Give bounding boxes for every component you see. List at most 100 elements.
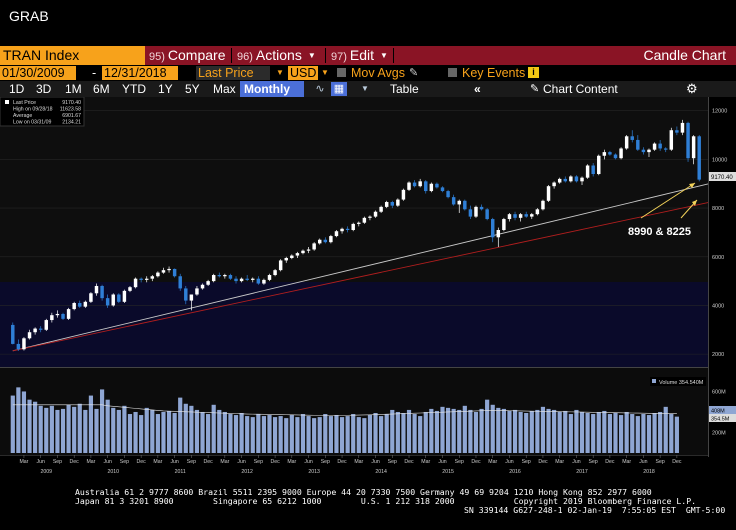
volume-bar [66,404,71,453]
volume-bar [663,406,668,453]
info-icon[interactable]: i [528,67,539,78]
volume-bar [574,409,579,453]
volume-bar [607,414,613,453]
volume-bar [412,414,417,453]
volume-bar [591,414,596,453]
x-month-label: Dec [337,459,347,465]
price-chart[interactable]: 20004000600080001000012000200M400M600M M… [0,97,736,486]
key-events-label[interactable]: Key Events [462,66,526,80]
x-month-label: Jun [103,459,111,465]
volume-legend-box [650,377,706,386]
double-chevron-left-icon[interactable]: « [474,82,481,96]
gear-icon[interactable]: ⚙ [686,81,698,96]
key-events-checkbox[interactable] [448,68,457,77]
x-month-label: Mar [220,459,229,465]
x-month-label: Jun [304,459,312,465]
candle-chart-icon[interactable]: ▦ [331,82,347,96]
volume-bar [429,408,434,453]
candle-body [38,328,43,330]
y-tick-label: 12000 [712,109,727,115]
period-1d[interactable]: 1D [9,82,25,96]
footer-line-1: Australia 61 2 9777 8600 Brazil 5511 239… [75,487,652,497]
candle-body [150,276,155,279]
arrowhead-icon [689,183,695,188]
candle-body [624,136,629,149]
volume-bar [339,417,345,453]
candle-body [122,290,127,302]
currency-select[interactable]: USD [288,66,318,80]
period-1m[interactable]: 1M [65,82,82,96]
line-chart-icon[interactable]: ∿ [315,83,325,95]
candle-body [251,278,255,280]
mov-avgs-checkbox[interactable] [337,68,346,77]
compare-button[interactable]: 95) Compare [149,46,226,65]
volume-bar [423,411,428,453]
chevron-down-icon[interactable]: ▼ [276,68,284,77]
start-date-field[interactable]: 01/30/2009 [0,66,76,80]
table-button[interactable]: Table [390,82,419,96]
volume-bar [200,411,205,453]
end-date-field[interactable]: 12/31/2018 [102,66,178,80]
volume-tag-box-2 [709,414,736,422]
command-bar: TRAN Index 95) Compare 96) Actions ▼ 97) Edi… [0,46,736,65]
volume-bar [206,414,211,453]
mov-avgs-label[interactable]: Mov Avgs [351,66,405,80]
candle-body [83,301,88,307]
period-3d[interactable]: 3D [36,82,52,96]
candle-body [530,214,534,217]
x-month-label: Dec [538,459,548,465]
period-max[interactable]: Max [213,82,236,96]
volume-bar [72,406,77,453]
volume-bar [261,416,267,453]
chevron-down-icon[interactable]: ▼ [321,68,329,77]
candle-body [290,255,294,258]
actions-button[interactable]: 96) Actions ▼ [237,46,316,65]
candle-body [345,228,350,230]
volume-bar [306,416,311,453]
candle-body [474,206,478,217]
volume-bar [172,413,177,453]
volume-bar [94,408,99,453]
candle-body [61,313,65,319]
grid [0,110,708,355]
candle-body [211,275,216,282]
candle-body [451,197,456,205]
volume-bar [462,405,467,453]
period-1y[interactable]: 1Y [158,82,173,96]
volume-bar [395,411,400,453]
chart-content-button[interactable]: Chart Content [543,82,618,96]
volume-bar [295,417,300,453]
volume-bar [166,410,172,453]
candle-body [407,182,411,190]
volume-bar [379,416,384,453]
candle-body [128,287,132,291]
compare-label: Compare [167,47,226,63]
edit-button[interactable]: 97) Edit ▼ [331,46,388,65]
x-month-label: Mar [622,459,631,465]
security-input[interactable]: TRAN Index [0,46,145,65]
chart-content-icon[interactable]: ✎ [530,83,540,95]
volume-bar [256,414,261,453]
volume-bar [239,413,244,453]
candle-body [384,202,389,207]
period-ytd[interactable]: YTD [122,82,146,96]
volume-bar [317,417,322,453]
legend-box: Last Price 9170.40 High on 09/28/18 1162… [0,97,85,127]
pencil-icon[interactable]: ✎ [409,67,419,79]
candle-body [323,239,328,243]
volume-bar [133,411,138,453]
volume-bar [596,411,601,453]
volume-bar [568,414,573,453]
candle-body [284,257,288,261]
volume-bar [507,410,512,453]
period-5y[interactable]: 5Y [185,82,200,96]
frequency-select[interactable]: Monthly ▼ [240,81,304,111]
period-6m[interactable]: 6M [93,82,110,96]
chevron-down-icon[interactable]: ▼ [361,84,369,93]
candle-body [686,122,690,159]
volume-bar [222,411,227,453]
candle-body [675,130,679,133]
volume-legend: Volume 354.540M [650,377,706,386]
candle-body [245,278,249,280]
field-select[interactable]: Last Price [196,66,270,80]
